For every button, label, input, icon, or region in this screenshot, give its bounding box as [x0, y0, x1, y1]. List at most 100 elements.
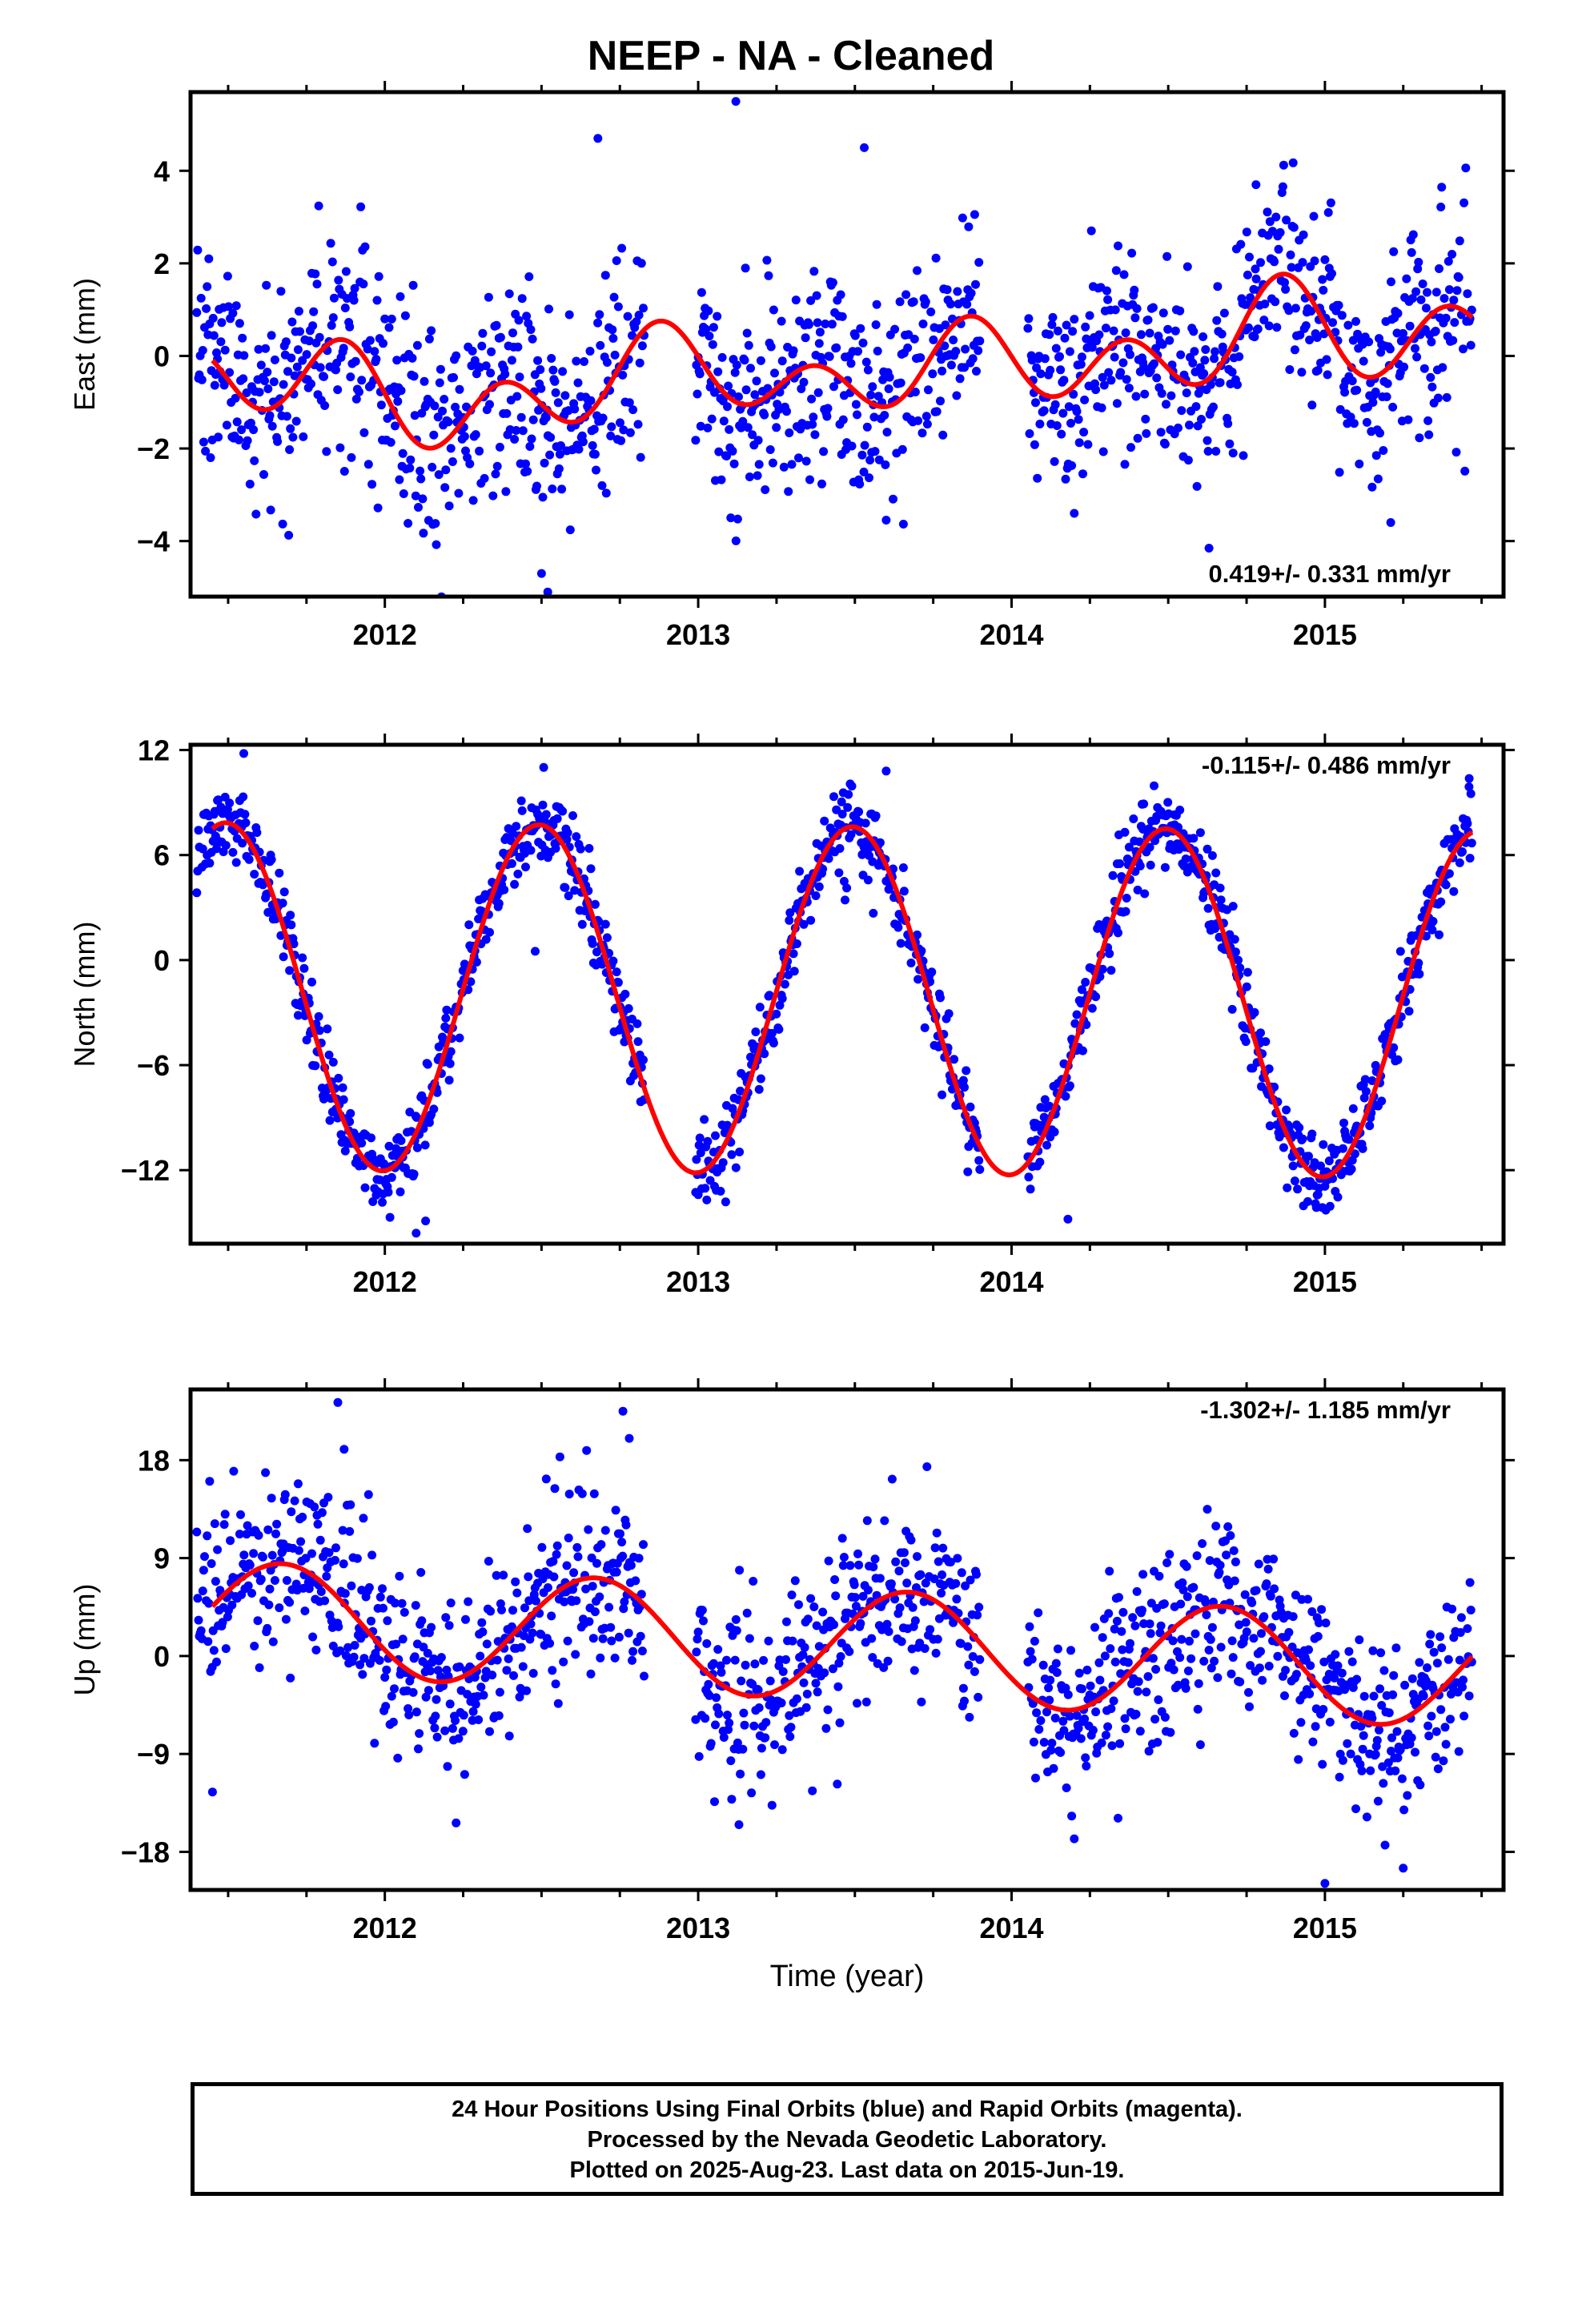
data-point	[273, 436, 283, 446]
data-point	[921, 297, 930, 307]
data-point	[516, 412, 526, 422]
data-point	[560, 883, 570, 892]
data-point	[598, 1634, 608, 1643]
y-tick-label: 0	[154, 340, 170, 372]
data-point	[1286, 250, 1295, 259]
data-point	[327, 257, 337, 267]
data-point	[586, 1669, 596, 1679]
data-point	[859, 467, 869, 476]
data-point	[918, 320, 928, 328]
x-tick-label: 2014	[979, 1912, 1043, 1944]
data-point	[1127, 248, 1137, 258]
data-point	[751, 1027, 761, 1036]
data-point	[1369, 1691, 1379, 1701]
data-point	[600, 919, 610, 929]
data-point	[871, 320, 881, 329]
data-point	[213, 1545, 223, 1554]
data-point	[1065, 347, 1074, 356]
data-point	[584, 843, 594, 853]
data-point	[293, 345, 303, 355]
data-point	[1379, 446, 1388, 455]
data-point	[586, 864, 596, 874]
data-point	[275, 1603, 284, 1613]
data-point	[1444, 285, 1454, 295]
data-point	[373, 503, 383, 513]
data-point	[371, 355, 381, 364]
data-point	[741, 263, 750, 273]
data-point	[1441, 880, 1451, 890]
data-point	[1024, 314, 1034, 324]
data-point	[717, 475, 726, 485]
data-point	[1393, 1753, 1403, 1763]
data-point	[693, 1627, 703, 1637]
data-point	[1165, 1550, 1174, 1559]
data-point	[1371, 1750, 1380, 1759]
data-point	[1126, 350, 1134, 360]
data-point	[1080, 395, 1090, 404]
data-point	[1433, 393, 1443, 403]
data-point	[880, 1516, 889, 1526]
data-point	[846, 359, 856, 368]
footer-caption-box: 24 Hour Positions Using Final Orbits (bl…	[191, 2082, 1504, 2196]
data-point	[769, 1039, 778, 1047]
data-point	[1062, 320, 1071, 330]
data-point	[511, 1577, 520, 1586]
data-point	[288, 432, 298, 442]
data-point	[1437, 1643, 1447, 1653]
data-point	[1177, 406, 1186, 416]
data-point	[1431, 287, 1441, 297]
data-point	[898, 520, 908, 529]
data-point	[205, 858, 215, 868]
data-point	[617, 1538, 627, 1547]
data-point	[426, 1667, 435, 1675]
data-point	[1415, 969, 1424, 979]
data-point	[1087, 343, 1097, 352]
data-point	[510, 435, 520, 444]
footer-line-2: Processed by the Nevada Geodetic Laborat…	[587, 2127, 1107, 2153]
data-point	[491, 469, 500, 479]
data-point	[528, 1669, 538, 1678]
data-point	[309, 307, 319, 316]
data-point	[282, 412, 291, 421]
data-point	[1160, 1712, 1170, 1722]
data-point	[795, 866, 805, 876]
data-point	[827, 320, 837, 329]
data-point	[1271, 212, 1281, 222]
data-point	[1112, 399, 1122, 408]
data-point	[350, 283, 359, 293]
data-point	[468, 496, 478, 505]
data-point	[1247, 1598, 1257, 1607]
data-point	[1199, 369, 1209, 378]
data-point	[512, 426, 521, 435]
data-point	[480, 473, 489, 483]
data-point	[1416, 295, 1426, 304]
data-point	[1389, 247, 1399, 256]
data-point	[1242, 1627, 1251, 1637]
data-point	[346, 1108, 355, 1118]
data-point	[396, 292, 405, 301]
data-point	[492, 461, 502, 471]
data-point	[1375, 1725, 1383, 1735]
data-point	[242, 388, 251, 397]
data-point	[367, 1550, 377, 1560]
data-point	[1126, 1638, 1134, 1648]
data-point	[551, 388, 560, 397]
data-point	[856, 324, 865, 333]
data-point	[1121, 907, 1130, 916]
data-point	[711, 1131, 720, 1140]
data-point	[830, 1575, 840, 1584]
data-point	[509, 1671, 518, 1680]
data-point	[207, 1787, 217, 1797]
data-point	[1261, 1037, 1271, 1047]
data-point	[327, 320, 336, 330]
data-point	[785, 1732, 795, 1741]
data-point	[601, 489, 611, 498]
data-point	[1256, 1647, 1265, 1656]
data-point	[231, 393, 240, 403]
data-point	[972, 1570, 981, 1579]
data-point	[1189, 327, 1199, 336]
data-point	[855, 480, 865, 489]
data-point	[486, 1606, 496, 1616]
data-point	[1228, 448, 1238, 458]
data-point	[589, 1489, 599, 1498]
